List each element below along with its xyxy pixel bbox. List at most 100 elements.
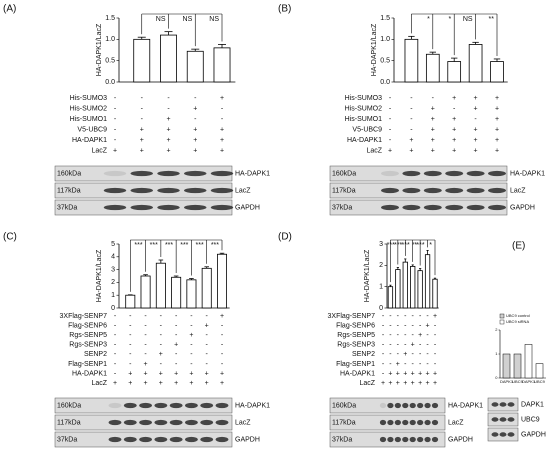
condition-sign: + (193, 147, 197, 154)
condition-sign: - (389, 342, 392, 349)
y-tick-label: 1 (111, 292, 115, 299)
bar (133, 38, 151, 83)
condition-sign: - (194, 116, 197, 123)
blot-band (394, 436, 401, 443)
condition-sign: - (144, 313, 147, 320)
blot-band (169, 402, 183, 409)
blot-band (184, 187, 207, 194)
blot-size: 160kDa (57, 402, 81, 409)
condition-sign: + (128, 380, 132, 387)
blot-band (169, 436, 183, 443)
condition-sign: + (144, 380, 148, 387)
condition-sign: + (433, 380, 437, 387)
blot-band (157, 187, 180, 194)
blot-band (387, 436, 394, 443)
bar (432, 278, 438, 309)
y-tick-label: 1.0 (380, 36, 390, 43)
y-tick-label: 0.5 (380, 58, 390, 65)
blot-band (381, 204, 399, 211)
condition-sign: - (114, 95, 117, 102)
condition-sign: - (175, 313, 178, 320)
blot-band (379, 402, 387, 409)
condition-sign: - (167, 105, 170, 112)
condition-sign: + (495, 126, 499, 133)
condition-sign: - (389, 313, 392, 320)
blot-band (184, 204, 207, 211)
condition-sign: + (193, 126, 197, 133)
condition-sign: + (128, 370, 132, 377)
condition-sign: + (140, 137, 144, 144)
bar (424, 254, 431, 309)
blot-band (507, 402, 515, 407)
condition-sign: - (114, 105, 117, 112)
blot-band (491, 417, 499, 422)
blot-band (491, 432, 499, 437)
condition-sign: + (140, 126, 144, 133)
blot-band (409, 419, 416, 426)
bar (468, 44, 483, 83)
significance: *** (134, 242, 142, 249)
blot-name: UBC9 (521, 416, 540, 423)
condition-sign: + (193, 137, 197, 144)
blot-band (123, 419, 137, 426)
condition-sign: + (474, 95, 478, 102)
condition-name: SENP2 (84, 351, 107, 358)
bar (186, 50, 204, 83)
condition-sign: - (114, 116, 117, 123)
blot-name: LacZ (448, 419, 464, 426)
condition-sign: + (220, 95, 224, 102)
condition-sign: + (174, 380, 178, 387)
condition-sign: + (431, 147, 435, 154)
blot-band (379, 436, 387, 443)
blot-band (215, 419, 229, 426)
condition-name: Flag-SENP1 (68, 361, 107, 368)
significance: *** (180, 242, 188, 249)
condition-sign: + (426, 380, 430, 387)
y-tick-label: 4 (111, 254, 115, 261)
blot-band (108, 419, 122, 426)
condition-sign: - (426, 313, 429, 320)
blot-band (402, 419, 409, 426)
blot-band (417, 402, 424, 409)
legend-swatch (499, 313, 505, 319)
blot-band (379, 419, 387, 426)
condition-sign: - (144, 342, 147, 349)
blot-name: HA-DAPK1 (448, 402, 483, 409)
blot-band (402, 204, 421, 211)
condition-sign: + (144, 361, 148, 368)
bar (125, 294, 136, 309)
significance: ** (489, 16, 495, 23)
x-tick-label: UBC9 (534, 379, 545, 384)
blot-band (200, 419, 214, 426)
significance: NS (156, 16, 166, 23)
blot-band (215, 436, 229, 443)
condition-sign: - (426, 361, 429, 368)
condition-sign: - (434, 361, 437, 368)
blot-name: HA-DAPK1 (235, 170, 270, 177)
blot-band (215, 402, 229, 409)
condition-sign: + (431, 126, 435, 133)
y-tick-label: 2 (111, 279, 115, 286)
bar (155, 262, 166, 309)
condition-sign: - (144, 322, 147, 329)
blot-band (466, 204, 485, 211)
condition-sign: - (190, 361, 193, 368)
bar (201, 267, 212, 309)
blot-band (402, 187, 421, 194)
condition-sign: - (221, 351, 224, 358)
condition-sign: + (205, 380, 209, 387)
significance: ** (412, 242, 418, 249)
condition-sign: - (167, 95, 170, 102)
y-tick-label: 5 (111, 241, 115, 248)
condition-sign: - (426, 351, 429, 358)
blot-band (157, 204, 180, 211)
condition-sign: - (114, 332, 117, 339)
condition-sign: - (206, 313, 209, 320)
condition-sign: - (141, 105, 144, 112)
condition-name: His-SUMO3 (70, 95, 107, 102)
condition-sign: - (221, 322, 224, 329)
significance: NS (209, 16, 219, 23)
blot-band (387, 419, 394, 426)
condition-sign: - (382, 322, 385, 329)
blot-size: 160kDa (332, 170, 356, 177)
